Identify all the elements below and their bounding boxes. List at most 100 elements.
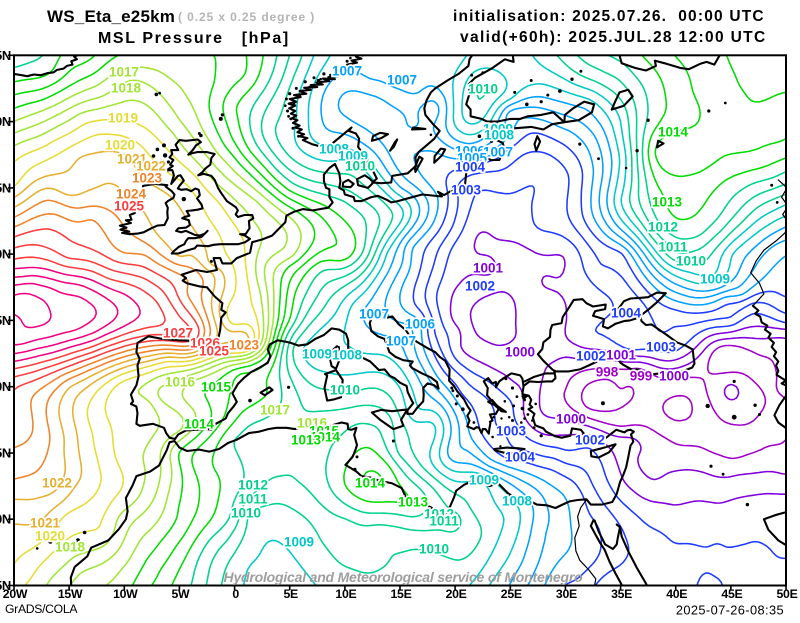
svg-text:30E: 30E [556, 587, 577, 601]
svg-text:5W: 5W [171, 587, 190, 601]
svg-text:40N: 40N [0, 379, 11, 394]
svg-text:1014: 1014 [310, 430, 341, 445]
svg-text:20E: 20E [446, 587, 467, 601]
svg-text:1012: 1012 [424, 507, 454, 522]
svg-text:35N: 35N [0, 446, 11, 461]
svg-text:1010: 1010 [330, 383, 360, 398]
svg-text:1017: 1017 [260, 403, 290, 418]
svg-text:65N: 65N [0, 48, 11, 63]
svg-text:55N: 55N [0, 180, 11, 195]
svg-text:60N: 60N [0, 114, 11, 129]
svg-text:1013: 1013 [291, 433, 322, 448]
svg-text:25E: 25E [501, 587, 522, 601]
svg-text:1004: 1004 [455, 160, 486, 175]
svg-text:1008: 1008 [319, 142, 350, 157]
svg-text:( 0.25 x 0.25 degree ): ( 0.25 x 0.25 degree ) [178, 10, 315, 24]
svg-text:1013: 1013 [398, 495, 429, 510]
svg-text:1023: 1023 [229, 338, 260, 353]
svg-text:1026: 1026 [190, 336, 221, 351]
svg-text:1007: 1007 [386, 334, 416, 349]
svg-text:40E: 40E [666, 587, 687, 601]
svg-text:1015: 1015 [201, 380, 232, 395]
svg-text:15E: 15E [391, 587, 412, 601]
svg-text:1018: 1018 [111, 81, 142, 96]
svg-text:1007: 1007 [359, 307, 389, 322]
svg-text:1000: 1000 [505, 345, 535, 360]
svg-text:30N: 30N [0, 512, 11, 527]
svg-text:1010: 1010 [345, 159, 375, 174]
svg-text:1025: 1025 [199, 344, 230, 359]
svg-text:1016: 1016 [297, 416, 328, 431]
svg-text:1006: 1006 [405, 317, 436, 332]
svg-text:998: 998 [596, 365, 619, 380]
svg-text:1027: 1027 [163, 326, 193, 341]
svg-text:1017: 1017 [109, 65, 139, 80]
svg-text:1014: 1014 [184, 417, 215, 432]
svg-text:1007: 1007 [483, 145, 513, 160]
svg-text:initialisation: 2025.07.26. 0: initialisation: 2025.07.26. 00:00 UTC [453, 8, 765, 25]
svg-text:1021: 1021 [30, 516, 61, 531]
svg-text:45E: 45E [721, 587, 742, 601]
svg-text:1001: 1001 [606, 348, 637, 363]
svg-text:50E: 50E [777, 587, 798, 601]
svg-text:1003: 1003 [496, 424, 527, 439]
svg-text:1005: 1005 [457, 151, 488, 166]
svg-text:1007: 1007 [332, 64, 362, 79]
svg-text:1010: 1010 [468, 82, 498, 97]
svg-text:Hydrological and Meteorologica: Hydrological and Meteorological service … [224, 569, 584, 585]
svg-text:1025: 1025 [114, 199, 145, 214]
svg-text:1002: 1002 [465, 279, 495, 294]
svg-text:10W: 10W [113, 587, 138, 601]
svg-text:1000: 1000 [556, 412, 586, 427]
svg-text:1011: 1011 [658, 240, 688, 255]
svg-text:20W: 20W [3, 587, 28, 601]
svg-text:2025-07-26-08:35: 2025-07-26-08:35 [676, 603, 784, 618]
svg-text:1010: 1010 [231, 506, 261, 521]
svg-text:1003: 1003 [646, 340, 677, 355]
svg-text:1010: 1010 [676, 254, 706, 269]
svg-text:1009: 1009 [700, 272, 730, 287]
svg-text:1015: 1015 [309, 424, 340, 439]
svg-text:1018: 1018 [55, 540, 86, 555]
svg-text:1020: 1020 [105, 138, 135, 153]
svg-text:1009: 1009 [338, 149, 368, 164]
svg-text:1011: 1011 [238, 492, 268, 507]
svg-text:25N: 25N [0, 578, 11, 593]
svg-text:0: 0 [232, 587, 239, 601]
svg-text:15W: 15W [58, 587, 83, 601]
svg-text:1020: 1020 [35, 529, 65, 544]
svg-text:1002: 1002 [575, 433, 605, 448]
svg-text:1014: 1014 [658, 125, 689, 140]
svg-text:1009: 1009 [302, 347, 332, 362]
svg-text:1008: 1008 [484, 128, 515, 143]
svg-text:1012: 1012 [238, 478, 268, 493]
svg-text:45N: 45N [0, 313, 11, 328]
svg-text:1022: 1022 [42, 476, 72, 491]
svg-text:1010: 1010 [419, 542, 449, 557]
svg-text:GrADS/COLA: GrADS/COLA [5, 602, 78, 616]
svg-text:1019: 1019 [108, 111, 138, 126]
svg-text:MSL Pressure [hPa]: MSL Pressure [hPa] [98, 30, 290, 47]
svg-text:1022: 1022 [136, 159, 166, 174]
svg-text:1000: 1000 [659, 369, 689, 384]
svg-text:valid(+60h): 2025.JUL.28 12:00: valid(+60h): 2025.JUL.28 12:00 UTC [460, 29, 767, 46]
svg-text:1013: 1013 [652, 195, 683, 210]
svg-text:999: 999 [630, 369, 653, 384]
svg-text:1023: 1023 [132, 171, 163, 186]
svg-text:1016: 1016 [165, 375, 196, 390]
svg-text:WS_Eta_e25km: WS_Eta_e25km [47, 7, 175, 26]
svg-text:1012: 1012 [648, 220, 678, 235]
svg-text:1003: 1003 [451, 183, 482, 198]
svg-text:1009: 1009 [284, 535, 314, 550]
svg-text:1014: 1014 [355, 476, 386, 491]
svg-text:1006: 1006 [455, 144, 486, 159]
svg-text:1002: 1002 [576, 349, 606, 364]
svg-text:1011: 1011 [429, 514, 459, 529]
svg-text:1009: 1009 [469, 473, 499, 488]
svg-text:1004: 1004 [611, 306, 642, 321]
svg-text:1009: 1009 [483, 122, 513, 137]
svg-text:5E: 5E [283, 587, 298, 601]
svg-text:50N: 50N [0, 247, 11, 262]
svg-text:1008: 1008 [332, 348, 363, 363]
svg-text:10E: 10E [335, 587, 356, 601]
